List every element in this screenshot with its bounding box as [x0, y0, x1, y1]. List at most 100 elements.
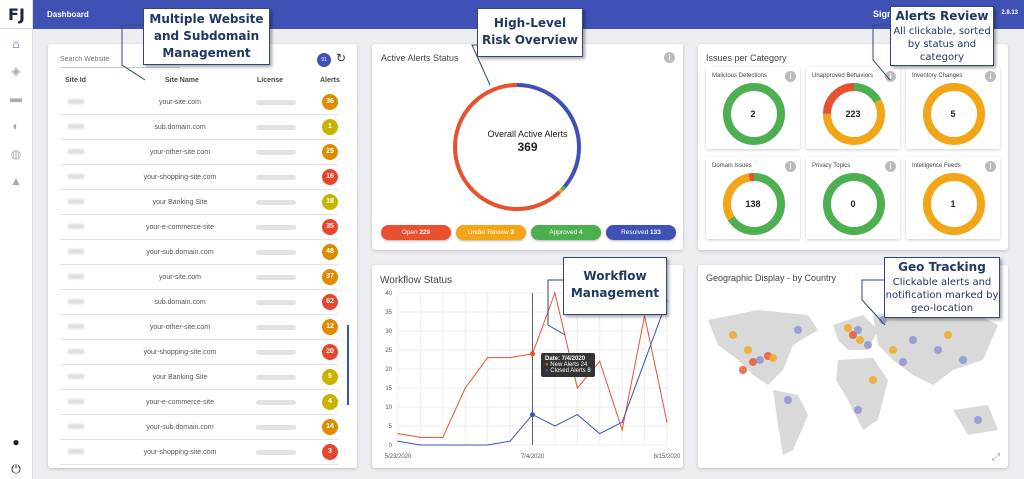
site-name[interactable]: your Banking Site — [152, 199, 208, 206]
site-name[interactable]: your-shopping-site.com — [143, 449, 217, 456]
category-donut[interactable] — [823, 171, 885, 235]
geo-alert-marker[interactable] — [909, 336, 917, 344]
geo-alert-marker[interactable] — [849, 331, 857, 339]
alert-count-badge[interactable]: 37 — [322, 269, 338, 285]
table-row[interactable]: your-sub.domain.com 14 — [60, 415, 338, 440]
data-point[interactable] — [464, 387, 466, 389]
info-icon[interactable]: i — [985, 161, 996, 172]
category-card[interactable]: Malicious Detections i 2 — [706, 67, 800, 149]
site-name[interactable]: your-e-commerce-site — [145, 224, 215, 231]
geo-alert-marker[interactable] — [899, 358, 907, 366]
geo-alert-marker[interactable] — [944, 331, 952, 339]
home-icon[interactable]: ⌂ — [12, 37, 20, 51]
site-name[interactable]: your-e-commerce-site — [145, 399, 215, 406]
site-name[interactable]: sub.domain.com — [154, 124, 206, 131]
geo-alert-marker[interactable] — [784, 396, 792, 404]
site-name[interactable]: your-other-site.com — [149, 149, 211, 156]
data-point[interactable] — [419, 444, 422, 446]
data-point[interactable] — [599, 433, 601, 435]
data-point[interactable] — [666, 421, 668, 423]
data-point[interactable] — [621, 429, 623, 431]
power-icon[interactable]: ⏻ — [11, 462, 21, 476]
info-icon[interactable]: i — [664, 52, 675, 63]
data-point[interactable] — [530, 351, 535, 357]
data-point[interactable] — [442, 444, 444, 446]
donut-segment[interactable] — [723, 173, 785, 235]
geo-alert-marker[interactable] — [959, 356, 967, 364]
table-row[interactable]: your-sub.domain.com 48 — [60, 240, 338, 265]
data-point[interactable] — [397, 433, 399, 435]
logo[interactable]: FJ — [0, 0, 33, 29]
world-map[interactable]: ⤢ — [698, 290, 1008, 468]
alert-count-badge[interactable]: 3 — [322, 444, 338, 460]
table-row[interactable]: your-shopping-site.com 16 — [60, 165, 338, 190]
shield-icon[interactable]: ◐ — [12, 119, 20, 133]
data-point[interactable] — [554, 425, 556, 427]
info-icon[interactable]: i — [985, 71, 996, 82]
table-row[interactable]: your-shopping-site.com 3 — [60, 440, 338, 465]
col-site-id[interactable]: Site Id — [65, 77, 87, 84]
category-card[interactable]: Unapproved Behaviors i 223 — [806, 67, 900, 149]
alert-count-badge[interactable]: 20 — [322, 344, 338, 360]
alert-count-badge[interactable]: 25 — [322, 144, 338, 160]
geo-alert-marker[interactable] — [794, 326, 802, 334]
category-donut[interactable] — [923, 81, 985, 145]
category-card[interactable]: Domain Issues i 138 — [706, 157, 800, 239]
geo-alert-marker[interactable] — [844, 324, 852, 332]
alert-count-badge[interactable]: 16 — [322, 169, 338, 185]
site-name[interactable]: your-site.com — [158, 99, 201, 106]
category-card[interactable]: Privacy Topics i 0 — [806, 157, 900, 239]
category-donut[interactable] — [723, 81, 785, 145]
geo-alert-marker[interactable] — [889, 346, 897, 354]
donut-segment[interactable] — [923, 173, 985, 235]
table-row[interactable]: your Banking Site 18 — [60, 190, 338, 215]
status-pill-open[interactable]: Open 229 — [381, 225, 451, 240]
geo-alert-marker[interactable] — [756, 356, 764, 364]
sign-out-link[interactable]: Sign — [873, 9, 893, 19]
workflow-chart[interactable]: 0 5 10 15 20 25 30 35 40 5/23/2020 7/4/2020 8/15/20… — [372, 265, 683, 468]
data-point[interactable] — [509, 357, 511, 359]
donut-segment[interactable] — [823, 83, 885, 145]
donut-segment[interactable] — [823, 173, 885, 235]
data-point[interactable] — [487, 444, 489, 446]
alert-count-badge[interactable]: 62 — [322, 294, 338, 310]
briefcase-icon[interactable]: ▬ — [10, 91, 22, 105]
alert-count-badge[interactable]: 5 — [322, 369, 338, 385]
geo-alert-marker[interactable] — [739, 366, 747, 374]
data-point[interactable] — [621, 421, 623, 423]
donut-segment[interactable] — [923, 83, 985, 145]
data-point[interactable] — [397, 440, 399, 442]
category-card[interactable]: Intelligence Feeds i 1 — [906, 157, 1000, 239]
table-row[interactable]: your-shopping-site.com 20 — [60, 340, 338, 365]
data-point[interactable] — [464, 444, 466, 446]
data-point[interactable] — [643, 315, 646, 317]
user-icon[interactable]: ● — [12, 435, 20, 449]
info-icon[interactable]: i — [785, 71, 796, 82]
geo-alert-marker[interactable] — [744, 346, 752, 354]
data-point[interactable] — [442, 436, 444, 438]
info-icon[interactable]: i — [785, 161, 796, 172]
fullscreen-icon[interactable]: ⤢ — [992, 452, 1000, 463]
table-row[interactable]: sub.domain.com 1 — [60, 115, 338, 140]
site-name[interactable]: sub.domain.com — [154, 299, 206, 306]
geo-alert-marker[interactable] — [749, 358, 757, 366]
info-icon[interactable]: i — [885, 71, 896, 82]
donut-segment[interactable] — [723, 83, 785, 145]
alert-count-badge[interactable]: 35 — [322, 219, 338, 235]
data-point[interactable] — [576, 387, 578, 389]
refresh-icon[interactable]: ↻ — [336, 51, 347, 65]
col-license[interactable]: License — [257, 77, 284, 84]
table-row[interactable]: your-e-commerce-site 4 — [60, 390, 338, 415]
geo-alert-marker[interactable] — [854, 406, 862, 414]
data-point[interactable] — [487, 357, 489, 359]
data-point[interactable] — [509, 440, 511, 442]
bell-icon[interactable]: ▲ — [10, 174, 22, 188]
alert-count-badge[interactable]: 1 — [322, 119, 338, 135]
geo-alert-marker[interactable] — [869, 376, 877, 384]
table-row[interactable]: sub.domain.com 62 — [60, 290, 338, 315]
active-alerts-donut[interactable] — [451, 69, 583, 231]
site-name[interactable]: your-other-site.com — [149, 324, 211, 331]
data-point[interactable] — [419, 436, 422, 438]
info-icon[interactable]: i — [885, 161, 896, 172]
alert-count-badge[interactable]: 14 — [322, 419, 338, 435]
